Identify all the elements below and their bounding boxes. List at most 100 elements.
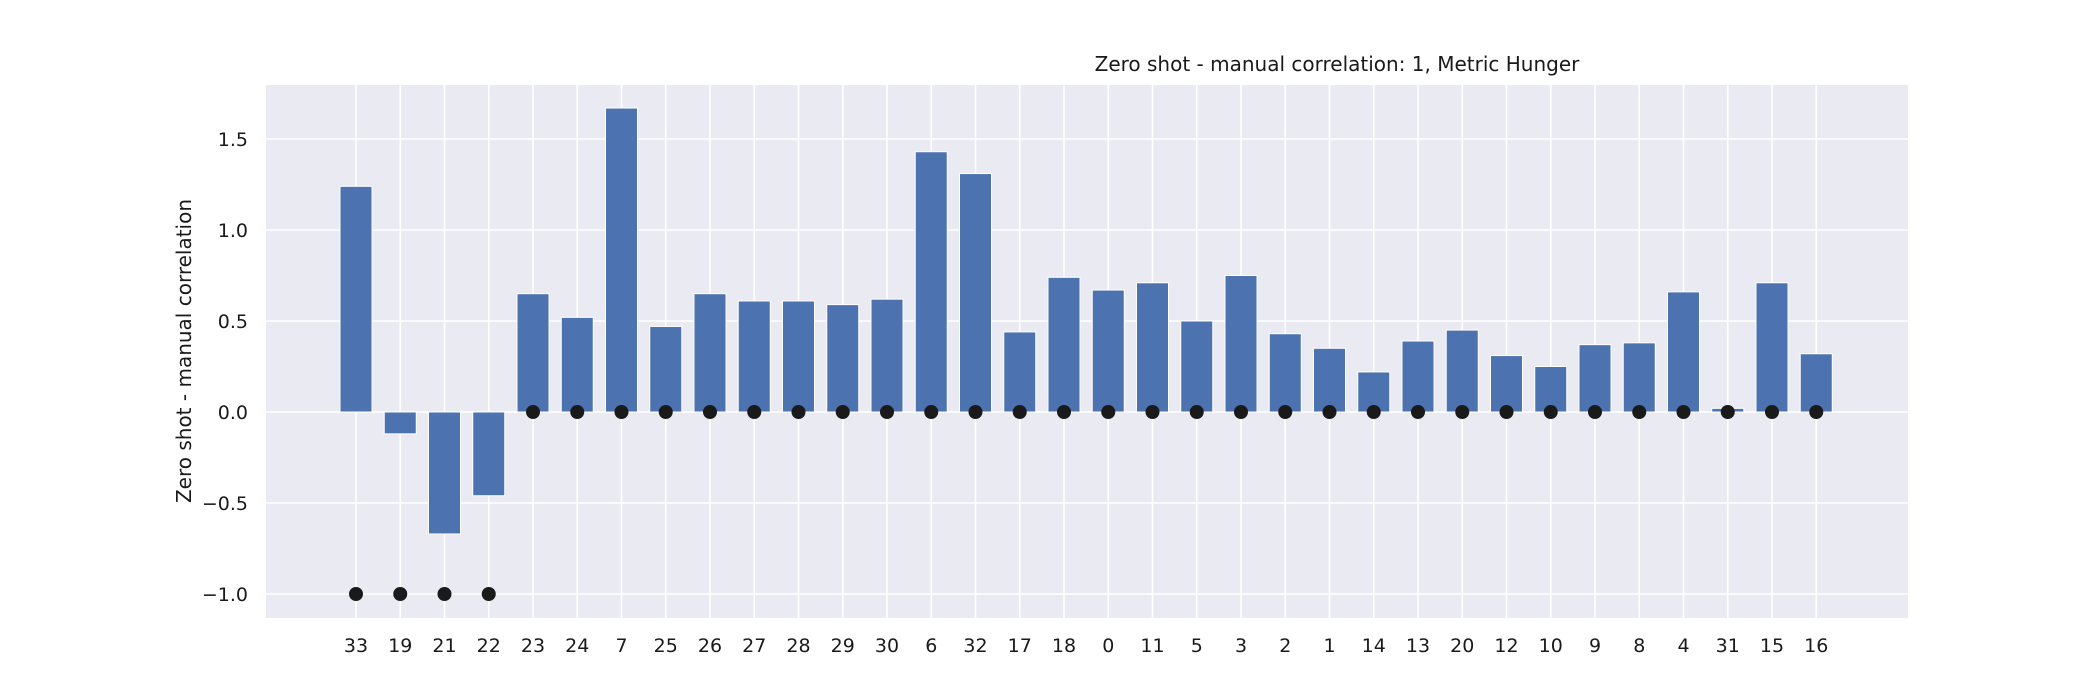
x-tick-label: 6 [925,635,937,657]
x-tick-label: 27 [742,635,766,657]
bar [339,185,373,413]
bar [737,300,771,413]
x-tick-label: 19 [388,635,412,657]
y-tick-label: −0.5 [202,493,248,515]
bar [383,411,417,435]
x-tick-label: 32 [963,635,987,657]
bar [826,304,860,413]
x-tick-label: 11 [1140,635,1164,657]
x-tick-label: 2 [1279,635,1291,657]
x-tick-label: 12 [1494,635,1518,657]
x-tick-label: 20 [1450,635,1474,657]
point [1322,405,1337,419]
x-tick-label: 4 [1677,635,1689,657]
bar [870,298,904,413]
y-axis-ticks: −1.0 −0.5 0.0 0.5 1.0 1.5 [202,129,248,606]
y-tick-label: 0.0 [218,402,248,424]
x-tick-label: 9 [1589,635,1601,657]
bar [1268,333,1302,413]
x-tick-label: 31 [1716,635,1740,657]
x-tick-label: 14 [1362,635,1386,657]
bar [1224,275,1258,413]
x-tick-label: 16 [1804,635,1828,657]
x-tick-label: 30 [875,635,899,657]
point [437,587,452,601]
x-tick-label: 10 [1539,635,1563,657]
x-tick-label: 7 [615,635,627,657]
point [1499,405,1514,419]
point [526,405,540,419]
point [1588,405,1602,419]
point [747,405,762,419]
y-tick-label: 1.5 [218,129,248,151]
point [1234,405,1248,419]
point [1765,405,1779,419]
y-tick-label: −1.0 [202,584,248,606]
point [1057,405,1071,419]
point [1455,405,1470,419]
bar [1667,291,1700,413]
x-tick-label: 21 [432,635,456,657]
x-tick-label: 23 [521,635,545,657]
x-tick-label: 3 [1235,635,1247,657]
x-tick-label: 26 [698,635,722,657]
bar [1578,344,1612,413]
point [1145,405,1160,419]
bar [1445,329,1479,413]
x-tick-label: 22 [477,635,501,657]
point [835,405,850,419]
plot-area [266,85,1908,618]
x-tick-label: 28 [786,635,810,657]
bar [1003,331,1037,413]
point [703,405,717,419]
bar [472,411,506,497]
point [1101,405,1116,419]
bar [1047,276,1081,413]
x-tick-label: 0 [1102,635,1114,657]
x-tick-label: 13 [1406,635,1430,657]
chart-title: Zero shot - manual correlation: 1, Metri… [1095,52,1581,76]
bar [1136,282,1169,413]
x-axis-ticks: 33 19 21 22 23 24 7 25 26 27 28 29 30 6 32 17 18 0 11 5 3 2 1 1… [344,635,1828,657]
x-tick-label: 15 [1760,635,1784,657]
bar [959,173,992,413]
point [1411,405,1425,419]
x-tick-label: 29 [831,635,855,657]
point [1809,405,1824,419]
point [393,587,408,601]
bar [649,325,683,413]
point [1543,405,1558,419]
point [1676,405,1691,419]
bar [1755,282,1789,413]
bar [914,151,948,413]
bar [560,316,594,413]
x-tick-label: 24 [565,635,589,657]
x-tick-label: 1 [1323,635,1335,657]
point [481,587,496,601]
y-tick-label: 1.0 [218,220,248,242]
bar [782,300,815,413]
bar [1401,340,1435,413]
bar-series [339,107,1833,535]
bar [516,293,550,413]
point [349,587,363,601]
x-tick-label: 25 [654,635,678,657]
point [1632,405,1647,419]
point-series [349,405,1824,601]
point [880,405,894,419]
point [968,405,983,419]
bar [1180,320,1214,413]
x-tick-label: 18 [1052,635,1076,657]
point [1189,405,1204,419]
x-tick-label: 5 [1191,635,1203,657]
bar [428,411,461,535]
point [570,405,585,419]
point [1278,405,1293,419]
point [1012,405,1027,419]
bar [693,293,727,413]
bar [1313,347,1346,413]
point [658,405,673,419]
point [791,405,806,419]
bar [1622,342,1656,413]
